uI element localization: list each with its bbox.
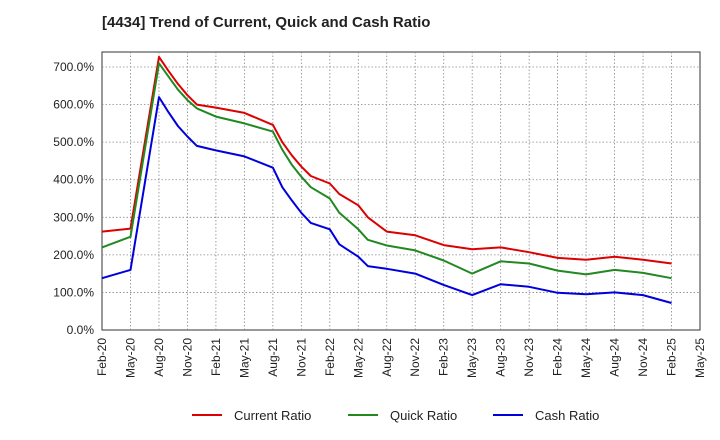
- y-tick-label: 400.0%: [53, 173, 94, 187]
- x-tick-label: Nov-21: [294, 338, 308, 377]
- x-tick-label: Aug-21: [266, 338, 280, 377]
- x-tick-label: May-21: [237, 338, 251, 378]
- legend-label: Current Ratio: [234, 408, 311, 423]
- y-tick-label: 500.0%: [53, 135, 94, 149]
- grid-layer: [102, 52, 700, 330]
- x-tick-label: Aug-20: [152, 338, 166, 377]
- y-tick-label: 300.0%: [53, 210, 94, 224]
- series-line-current-ratio: [101, 55, 672, 265]
- x-tick-label: Feb-21: [209, 338, 223, 376]
- series-line-cash-ratio: [101, 96, 672, 304]
- x-tick-label: Aug-22: [380, 338, 394, 377]
- x-tick-label: Feb-20: [95, 338, 109, 376]
- y-tick-label: 700.0%: [53, 60, 94, 74]
- x-tick-label: Feb-24: [551, 338, 565, 376]
- y-tick-label: 200.0%: [53, 248, 94, 262]
- chart-title: [4434] Trend of Current, Quick and Cash …: [102, 14, 431, 31]
- x-tick-label: May-24: [579, 338, 593, 378]
- x-axis-ticks: Feb-20 May-20 Aug-20 Nov-20 Feb-21 May-21 Aug-…: [95, 338, 707, 378]
- x-tick-label: Nov-24: [636, 338, 650, 377]
- x-tick-label: Nov-23: [522, 338, 536, 377]
- y-tick-label: 0.0%: [67, 323, 95, 337]
- y-axis-ticks: 0.0% 100.0% 200.0% 300.0% 400.0% 500.0% 600.0%…: [53, 60, 94, 337]
- x-tick-label: May-25: [693, 338, 707, 378]
- x-tick-label: May-23: [465, 338, 479, 378]
- x-tick-label: Feb-25: [665, 338, 679, 376]
- legend-label: Cash Ratio: [535, 408, 599, 423]
- legend-label: Quick Ratio: [390, 408, 457, 423]
- y-tick-label: 100.0%: [53, 285, 94, 299]
- x-tick-label: Feb-23: [437, 338, 451, 376]
- x-tick-label: Nov-20: [180, 338, 194, 377]
- legend: Current Ratio Quick Ratio Cash Ratio: [192, 408, 599, 423]
- series-line-quick-ratio: [101, 62, 672, 280]
- x-tick-label: May-22: [351, 338, 365, 378]
- x-tick-label: Feb-22: [323, 338, 337, 376]
- series-layer: [101, 55, 672, 304]
- plot-area-border: [101, 51, 701, 331]
- y-tick-label: 600.0%: [53, 98, 94, 112]
- x-tick-label: Aug-24: [608, 338, 622, 377]
- x-tick-label: May-20: [123, 338, 137, 378]
- x-tick-label: Aug-23: [494, 338, 508, 377]
- x-tick-label: Nov-22: [408, 338, 422, 377]
